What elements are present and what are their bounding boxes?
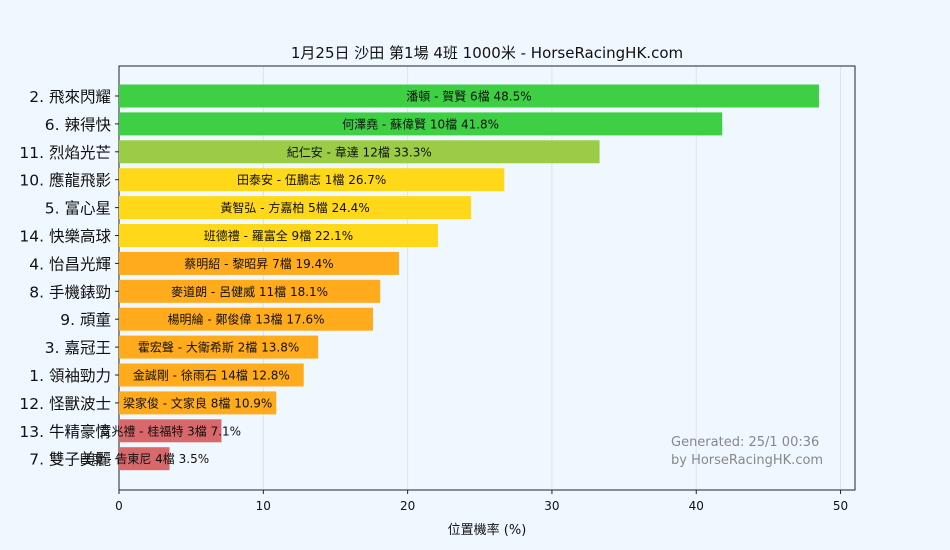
horse-name-label: 4. 怡昌光輝 <box>29 255 111 273</box>
bar-data-label: 紀仁安 - 韋達 12檔 33.3% <box>287 144 432 159</box>
bar <box>119 391 277 415</box>
bar-data-label: 何澤堯 - 蘇偉賢 10檔 41.8% <box>342 117 499 131</box>
bar <box>119 84 819 108</box>
x-tick-label: 20 <box>400 499 415 513</box>
bar-row: 3. 嘉冠王 霍宏聲 - 大衛希斯 2檔 13.8% <box>45 335 319 359</box>
x-tick-label: 50 <box>833 499 848 513</box>
bar-row: 9. 頑童 楊明綸 - 鄭俊偉 13檔 17.6% <box>60 307 373 331</box>
x-axis-ticks: 0 10 20 30 40 50 <box>115 490 848 513</box>
horse-name-label: 11. 烈焰光芒 <box>19 144 111 162</box>
bar-data-label: 艾兆禮 - 桂福特 3檔 7.1% <box>99 423 241 438</box>
horse-name-label: 10. 應龍飛影 <box>19 171 111 190</box>
bar-data-label: 蔡明紹 - 黎昭昇 7檔 19.4% <box>184 257 333 271</box>
bar-data-label: 潘頓 - 賀賢 6檔 48.5% <box>406 90 531 104</box>
bar-row: 2. 飛來閃耀 潘頓 - 賀賢 6檔 48.5% <box>29 84 819 108</box>
bar <box>119 447 170 471</box>
bar-row: 6. 辣得快 何澤堯 - 蘇偉賢 10檔 41.8% <box>45 112 723 136</box>
bar <box>119 112 723 136</box>
x-tick-label: 30 <box>544 499 559 513</box>
bar-row: 5. 富心星 黃智弘 - 方嘉柏 5檔 24.4% <box>45 196 472 220</box>
bar <box>119 363 304 387</box>
bar <box>119 419 222 443</box>
chart-title: 1月25日 沙田 第1場 4班 1000米 - HorseRacingHK.co… <box>291 44 683 62</box>
bar <box>119 335 319 359</box>
bar-data-label: 田泰安 - 伍鵬志 1檔 26.7% <box>237 172 386 187</box>
horse-name-label: 5. 富心星 <box>45 200 111 218</box>
bar-row: 8. 手機錶勁 麥道朗 - 呂健威 11檔 18.1% <box>29 279 381 303</box>
x-tick-label: 40 <box>689 499 704 513</box>
bar-data-label: 梁家俊 - 文家良 8檔 10.9% <box>123 395 272 410</box>
plot-frame <box>118 65 856 491</box>
bar <box>119 307 373 331</box>
horse-name-label: 3. 嘉冠王 <box>45 339 111 357</box>
bar-data-label: 霍宏聲 - 大衛希斯 2檔 13.8% <box>138 340 299 355</box>
footer-site-credit: by HorseRacingHK.com <box>671 453 823 468</box>
bar-row: 14. 快樂高球 班德禮 - 羅富全 9檔 22.1% <box>19 224 438 247</box>
x-tick-label: 10 <box>256 499 271 513</box>
horse-name-label: 1. 領袖勁力 <box>29 367 111 385</box>
horse-name-label: 6. 辣得快 <box>45 116 112 134</box>
bar <box>119 168 505 192</box>
bar-data-label: 楊明綸 - 鄭俊偉 13檔 17.6% <box>168 312 325 327</box>
bar-row: 10. 應龍飛影 田泰安 - 伍鵬志 1檔 26.7% <box>19 168 505 192</box>
bar-data-label: 巴度 - 告東尼 4檔 3.5% <box>79 451 209 466</box>
bar-row: 4. 怡昌光輝 蔡明紹 - 黎昭昇 7檔 19.4% <box>29 251 399 275</box>
horse-name-label: 12. 怪獸波士 <box>19 395 111 413</box>
bar <box>119 279 381 303</box>
bar-row: 1. 領袖勁力 金誠剛 - 徐雨石 14檔 12.8% <box>29 363 304 387</box>
bar <box>119 224 438 247</box>
horse-name-label: 13. 牛精豪情 <box>19 422 111 441</box>
horse-name-label: 7. 雙子美麗 <box>29 451 111 469</box>
bar <box>119 140 600 164</box>
bar-data-label: 金誠剛 - 徐雨石 14檔 12.8% <box>133 368 290 383</box>
bar-data-label: 黃智弘 - 方嘉柏 5檔 24.4% <box>220 200 369 215</box>
x-axis-label: 位置機率 (%) <box>448 522 527 538</box>
bar-row: 11. 烈焰光芒 紀仁安 - 韋達 12檔 33.3% <box>19 140 600 164</box>
horse-name-label: 9. 頑童 <box>60 310 111 329</box>
bar <box>119 196 472 220</box>
horse-name-label: 2. 飛來閃耀 <box>29 88 111 106</box>
bar-row: 12. 怪獸波士 梁家俊 - 文家良 8檔 10.9% <box>19 391 277 415</box>
x-tick-label: 0 <box>115 499 123 513</box>
bars: 2. 飛來閃耀 潘頓 - 賀賢 6檔 48.5% 6. 辣得快 何澤堯 - 蘇偉賢 1… <box>19 84 819 471</box>
bar-data-label: 麥道朗 - 呂健威 11檔 18.1% <box>171 285 328 299</box>
horse-name-label: 14. 快樂高球 <box>19 228 111 246</box>
horse-name-label: 8. 手機錶勁 <box>29 283 111 301</box>
bar <box>119 251 399 275</box>
footer-generated-time: Generated: 25/1 00:36 <box>671 435 819 450</box>
bar-data-label: 班德禮 - 羅富全 9檔 22.1% <box>204 228 353 243</box>
